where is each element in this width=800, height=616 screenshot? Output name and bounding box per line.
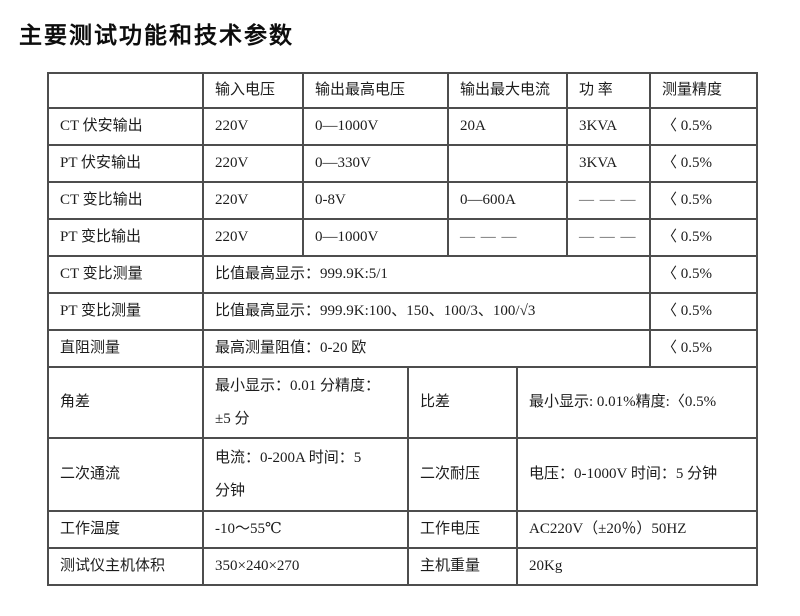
cell-value: 20Kg	[516, 547, 759, 586]
cell-value: 350×240×270	[202, 547, 409, 586]
row-label: CT 伏安输出	[47, 107, 204, 146]
cell-max-output-current: 20A	[447, 107, 569, 146]
cell-value: 最高测量阻值：0-20 欧	[201, 329, 652, 368]
table-row: PT 变比输出 220V 0—1000V — — — — — — 〈 0.5%	[47, 218, 759, 257]
col-header-power: 功 率	[566, 72, 652, 109]
cell-accuracy: 〈 0.5%	[649, 144, 759, 183]
cell-input-voltage: 220V	[202, 107, 304, 146]
row-label: CT 变比输出	[47, 181, 204, 220]
col-header-max-output-current: 输出最大电流	[447, 72, 569, 109]
table-row: PT 伏安输出 220V 0—330V 3KVA 〈 0.5%	[47, 144, 759, 183]
table-row: CT 变比输出 220V 0-8V 0—600A — — — 〈 0.5%	[47, 181, 759, 220]
row-label: 工作电压	[406, 510, 519, 549]
cell-max-output-voltage: 0—330V	[301, 144, 450, 183]
cell-input-voltage: 220V	[202, 181, 304, 220]
col-header-max-output-voltage: 输出最高电压	[301, 72, 450, 109]
col-header-input-voltage: 输入电压	[202, 72, 304, 109]
cell-max-output-current: 0—600A	[447, 181, 569, 220]
row-label: 测试仪主机体积	[47, 547, 204, 586]
cell-power: 3KVA	[566, 144, 652, 183]
cell-value: 电压：0-1000V 时间：5 分钟	[516, 437, 759, 512]
table-row: CT 变比测量 比值最高显示：999.9K:5/1 〈 0.5%	[47, 255, 759, 294]
row-label: 比差	[406, 366, 519, 439]
spec-table: 输入电压 输出最高电压 输出最大电流 功 率 测量精度 CT 伏安输出 220V…	[47, 72, 759, 586]
row-label: PT 变比输出	[47, 218, 204, 257]
cell-accuracy: 〈 0.5%	[649, 292, 759, 331]
cell-max-output-current	[447, 144, 569, 183]
row-label: 二次耐压	[406, 437, 519, 512]
cell-value: AC220V（±20％）50HZ	[516, 510, 759, 549]
cell-value: 电流：0-200A 时间：5 分钟	[202, 437, 409, 512]
cell-value: -10～55℃	[202, 510, 409, 549]
row-label: 直阻测量	[47, 329, 204, 368]
row-label: 主机重量	[406, 547, 519, 586]
table-row: CT 伏安输出 220V 0—1000V 20A 3KVA 〈 0.5%	[47, 107, 759, 146]
cell-accuracy: 〈 0.5%	[649, 329, 759, 368]
cell-max-output-voltage: 0—1000V	[301, 107, 450, 146]
table-row: 测试仪主机体积 350×240×270 主机重量 20Kg	[47, 547, 759, 586]
cell-max-output-voltage: 0—1000V	[301, 218, 450, 257]
row-label: 工作温度	[47, 510, 204, 549]
cell-max-output-current: — — —	[447, 218, 569, 257]
table-row: 角差 最小显示：0.01 分精度： ±5 分 比差 最小显示: 0.01%精度:…	[47, 366, 759, 439]
cell-value: 比值最高显示：999.9K:100、150、100/3、100/√3	[201, 292, 652, 331]
cell-value: 最小显示: 0.01%精度:〈0.5%	[516, 366, 759, 439]
table-row: 直阻测量 最高测量阻值：0-20 欧 〈 0.5%	[47, 329, 759, 368]
cell-input-voltage: 220V	[202, 144, 304, 183]
cell-accuracy: 〈 0.5%	[649, 255, 759, 294]
row-label: PT 伏安输出	[47, 144, 204, 183]
cell-power: 3KVA	[566, 107, 652, 146]
cell-power: — — —	[566, 218, 652, 257]
page-title: 主要测试功能和技术参数	[19, 23, 294, 48]
cell-value: 比值最高显示：999.9K:5/1	[201, 255, 652, 294]
table-row: 二次通流 电流：0-200A 时间：5 分钟 二次耐压 电压：0-1000V 时…	[47, 437, 759, 512]
cell-accuracy: 〈 0.5%	[649, 107, 759, 146]
row-label: 角差	[47, 366, 204, 439]
cell-input-voltage: 220V	[202, 218, 304, 257]
header-row: 输入电压 输出最高电压 输出最大电流 功 率 测量精度	[47, 72, 759, 109]
cell-value: 最小显示：0.01 分精度： ±5 分	[202, 366, 409, 439]
header-blank-cell	[47, 72, 204, 109]
cell-power: — — —	[566, 181, 652, 220]
cell-accuracy: 〈 0.5%	[649, 218, 759, 257]
table-row: PT 变比测量 比值最高显示：999.9K:100、150、100/3、100/…	[47, 292, 759, 331]
col-header-accuracy: 测量精度	[649, 72, 759, 109]
cell-accuracy: 〈 0.5%	[649, 181, 759, 220]
row-label: CT 变比测量	[47, 255, 204, 294]
table-row: 工作温度 -10～55℃ 工作电压 AC220V（±20％）50HZ	[47, 510, 759, 549]
row-label: 二次通流	[47, 437, 204, 512]
row-label: PT 变比测量	[47, 292, 204, 331]
cell-max-output-voltage: 0-8V	[301, 181, 450, 220]
